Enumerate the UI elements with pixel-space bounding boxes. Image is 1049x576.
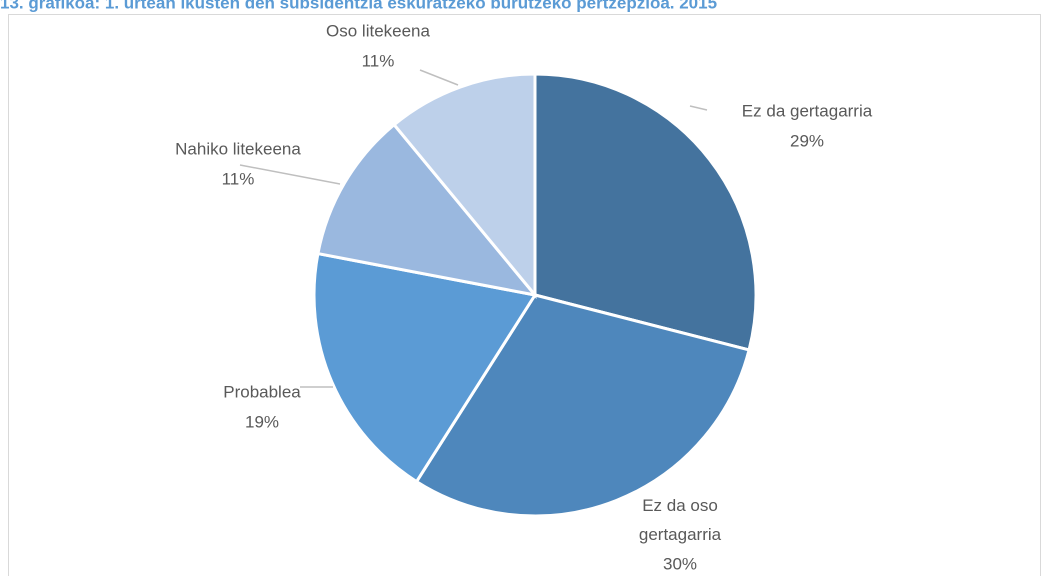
- data-label-name: Ez da oso gertagarria: [639, 496, 722, 544]
- pie-slice: [312, 251, 538, 484]
- leader-line: [419, 69, 459, 86]
- pie-slice: [414, 293, 751, 518]
- pie-slice: [392, 72, 537, 300]
- pie-slice: [316, 122, 539, 298]
- chart-frame: [8, 14, 1041, 576]
- data-label-name: Ez da gertagarria: [742, 101, 873, 120]
- data-label-value: 11%: [362, 51, 395, 70]
- data-label-name: Oso litekeena: [326, 21, 430, 40]
- data-label-name: Probablea: [223, 382, 301, 401]
- data-label-value: 30%: [663, 554, 697, 573]
- chart-title: 13. grafikoa: 1. urtean ikusten den subs…: [0, 0, 717, 12]
- data-label-value: 19%: [245, 412, 279, 431]
- label-line: gertagarria: [639, 525, 722, 544]
- label-line: Ez da oso: [642, 496, 718, 515]
- data-label-value: 11%: [222, 169, 255, 188]
- data-label-name: Nahiko litekeena: [175, 139, 301, 158]
- leader-line: [689, 105, 708, 111]
- data-label-value: 29%: [790, 131, 824, 150]
- pie-slice: [533, 72, 758, 352]
- leader-line: [239, 164, 341, 185]
